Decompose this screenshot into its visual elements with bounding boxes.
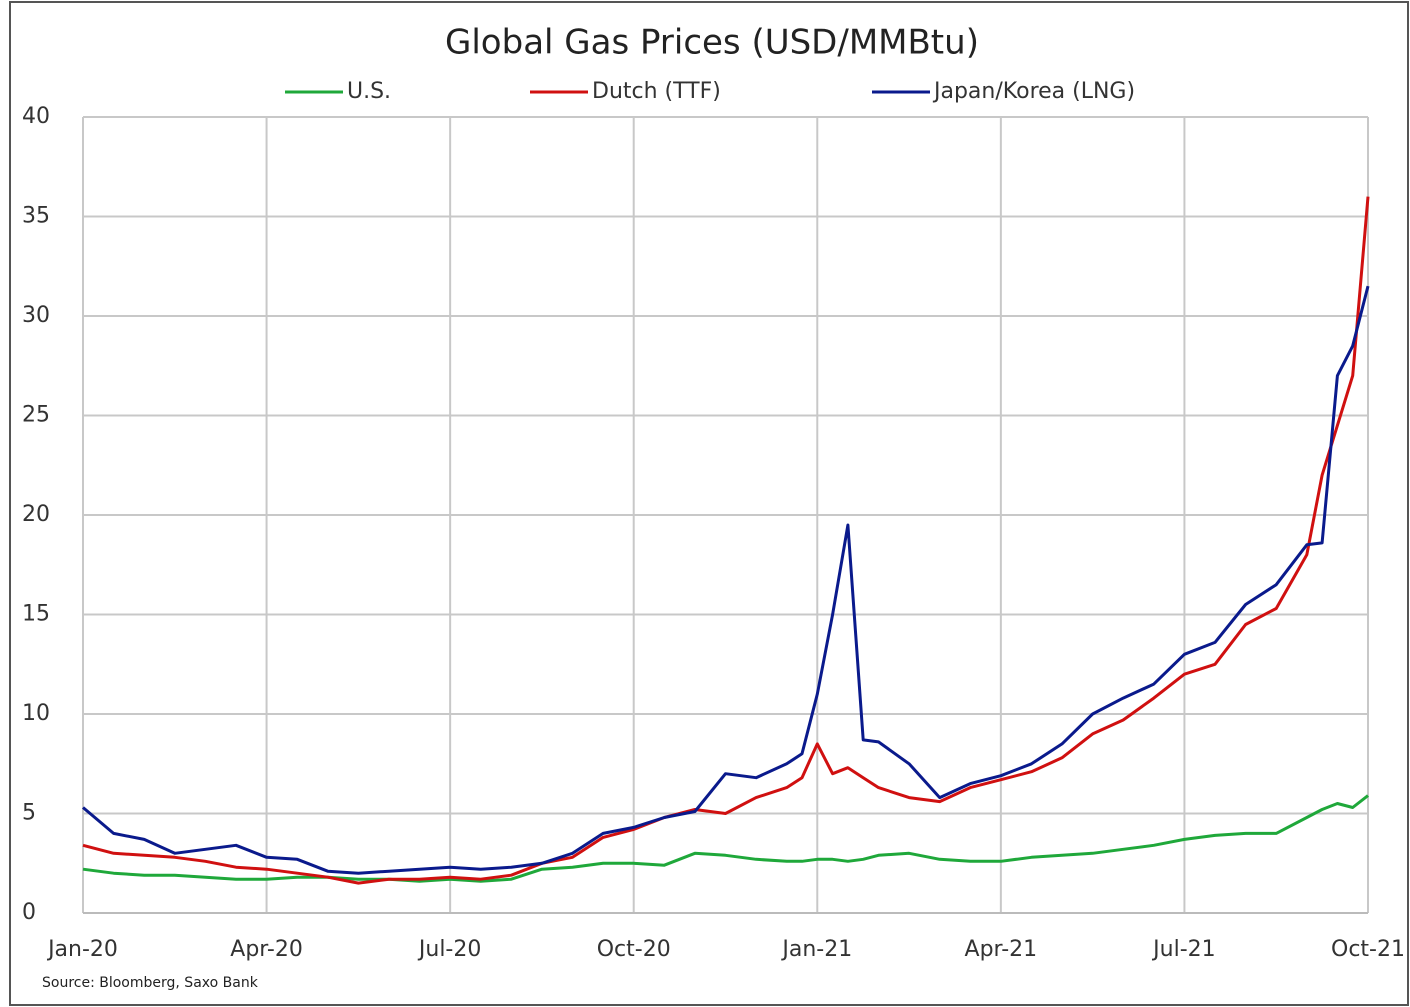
x-tick-label: Apr-20 — [230, 937, 303, 962]
y-tick-label: 40 — [22, 104, 50, 129]
x-tick-label: Jul-20 — [417, 937, 481, 962]
y-tick-label: 30 — [22, 303, 50, 328]
y-tick-label: 5 — [22, 801, 36, 826]
x-tick-label: Jul-21 — [1151, 937, 1215, 962]
y-tick-label: 20 — [22, 502, 50, 527]
y-tick-label: 15 — [22, 602, 50, 627]
legend-label: U.S. — [347, 79, 391, 104]
chart-title: Global Gas Prices (USD/MMBtu) — [445, 23, 979, 63]
series-line — [82, 196, 1370, 885]
x-tick-label: Oct-21 — [1331, 937, 1405, 962]
y-tick-label: 35 — [22, 204, 50, 229]
source: Source: Bloomberg, Saxo Bank — [42, 975, 259, 991]
x-tick-label: Jan-21 — [780, 937, 852, 962]
frame — [9, 1, 1409, 1006]
y-tick-label: 25 — [22, 403, 50, 428]
y-tick-label: 0 — [22, 900, 36, 925]
x-tick-label: Apr-21 — [965, 937, 1038, 962]
y-tick-label: 10 — [22, 701, 50, 726]
series-line — [82, 285, 1370, 875]
x-tick-label: Jan-20 — [46, 937, 118, 962]
legend-label: Dutch (TTF) — [592, 79, 721, 104]
legend-label: Japan/Korea (LNG) — [932, 79, 1135, 104]
x-tick-label: Oct-20 — [597, 937, 671, 962]
